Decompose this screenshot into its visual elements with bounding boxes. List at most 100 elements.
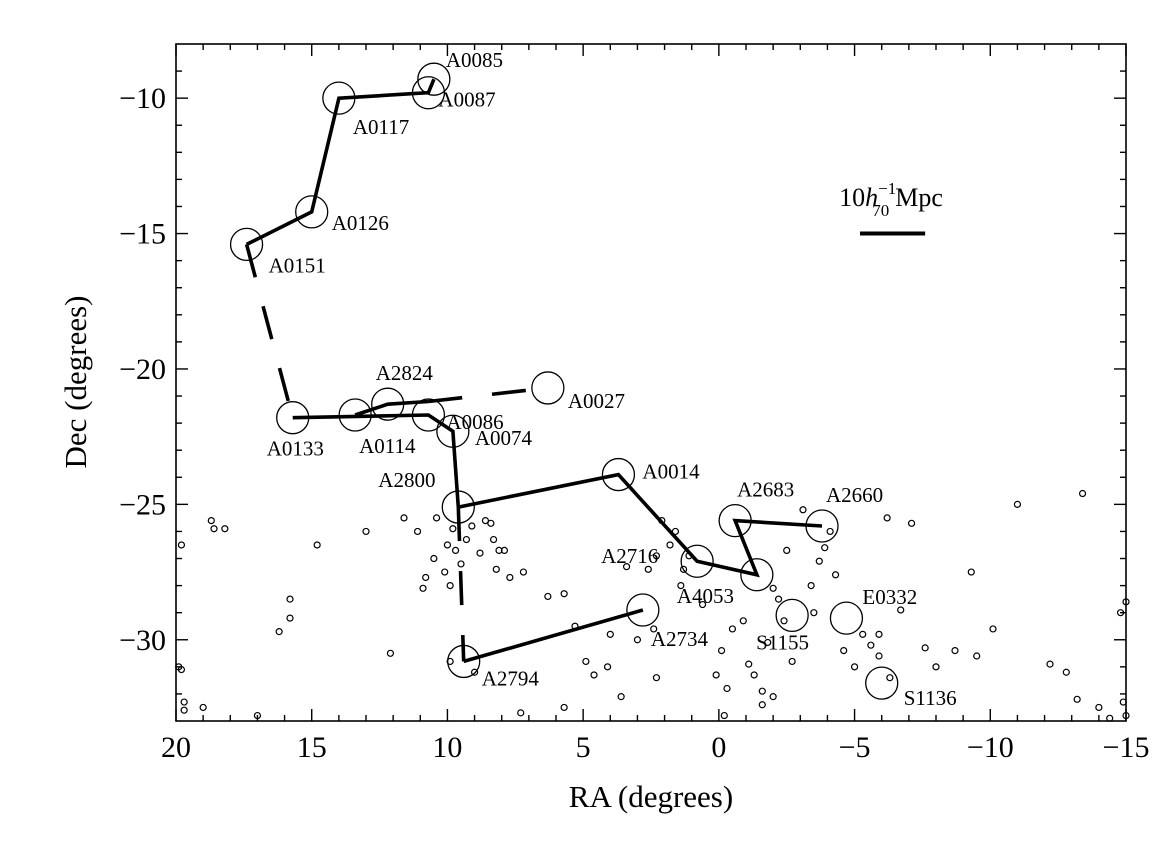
background-galaxy-point bbox=[413, 527, 422, 536]
cluster-circle bbox=[865, 666, 899, 700]
background-galaxy-point bbox=[867, 641, 875, 649]
background-galaxy-point bbox=[519, 568, 528, 576]
cluster-label: A0114 bbox=[359, 434, 416, 458]
scale-bar-prefix: 10 bbox=[839, 183, 865, 212]
background-galaxy-point bbox=[544, 592, 552, 601]
cluster-label: A0074 bbox=[475, 426, 533, 450]
cluster-circle bbox=[411, 398, 446, 432]
background-galaxy-point bbox=[799, 506, 807, 514]
cluster-label: A0027 bbox=[568, 389, 625, 413]
background-galaxy-point bbox=[419, 584, 427, 592]
plot-frame bbox=[175, 43, 1127, 722]
background-galaxy-point bbox=[560, 590, 568, 598]
background-galaxy-point bbox=[652, 552, 661, 560]
cluster-circle bbox=[531, 371, 565, 405]
background-galaxy-point bbox=[875, 652, 883, 660]
background-galaxy-point bbox=[810, 609, 818, 617]
background-galaxy-point bbox=[652, 674, 661, 682]
background-galaxy-point bbox=[875, 630, 883, 638]
cluster-circle bbox=[601, 457, 636, 492]
background-galaxy-point bbox=[489, 535, 498, 544]
scale-bar-unit: Mpc bbox=[895, 183, 943, 212]
background-galaxy-point bbox=[468, 522, 476, 530]
background-galaxy-point bbox=[517, 709, 525, 717]
cluster-circle bbox=[447, 644, 481, 679]
background-galaxy-point bbox=[286, 614, 294, 622]
background-galaxy-point bbox=[582, 657, 590, 666]
background-galaxy-point bbox=[720, 711, 728, 720]
cluster-label: A2824 bbox=[376, 361, 434, 385]
background-galaxy-point bbox=[207, 517, 215, 525]
background-galaxy-point bbox=[769, 584, 777, 592]
background-galaxy-point bbox=[932, 663, 940, 671]
scale-bar: 10h−1 70 Mpc bbox=[839, 179, 943, 236]
cluster-label: A0014 bbox=[642, 460, 700, 484]
cluster-circle bbox=[411, 76, 446, 110]
axes bbox=[175, 43, 1127, 722]
background-galaxy-point bbox=[850, 663, 859, 671]
background-galaxy-point bbox=[199, 703, 207, 712]
background-galaxy-point bbox=[210, 525, 218, 533]
background-galaxy-point bbox=[451, 546, 460, 554]
filament-dashed bbox=[428, 386, 549, 404]
background-galaxy-point bbox=[769, 693, 777, 701]
background-galaxy-point bbox=[313, 541, 321, 549]
background-galaxy-point bbox=[470, 668, 479, 676]
filament-solid bbox=[463, 608, 644, 664]
cluster-label: A0126 bbox=[332, 211, 389, 235]
background-galaxy-point bbox=[457, 560, 465, 568]
background-galaxy-point bbox=[441, 568, 449, 576]
background-galaxy-point bbox=[500, 546, 509, 554]
background-galaxy-point bbox=[831, 571, 840, 579]
cluster-circle bbox=[295, 195, 329, 229]
cluster-label: A2716 bbox=[601, 544, 658, 568]
background-galaxy-point bbox=[422, 573, 430, 582]
cluster-circle bbox=[338, 398, 372, 432]
scale-bar-sub: 70 bbox=[872, 201, 889, 220]
background-galaxy-point bbox=[633, 636, 642, 644]
background-galaxy-point bbox=[446, 581, 454, 590]
cluster-circle bbox=[276, 401, 310, 435]
filament-solid bbox=[245, 78, 436, 247]
background-galaxy-point bbox=[745, 660, 753, 668]
cluster-circle bbox=[417, 62, 451, 96]
cluster-circle bbox=[229, 227, 264, 262]
background-galaxy-point bbox=[679, 565, 688, 573]
cluster-label: S1155 bbox=[756, 630, 809, 654]
background-galaxy-point bbox=[603, 663, 612, 671]
x-tick-label: −10 bbox=[967, 731, 1014, 764]
scale-bar-h: h bbox=[865, 183, 878, 212]
background-galaxy-point bbox=[973, 652, 981, 660]
background-galaxy-point bbox=[180, 706, 188, 714]
background-galaxy-point bbox=[432, 514, 441, 522]
cluster-label: A0087 bbox=[438, 88, 495, 112]
filament-solid bbox=[354, 399, 429, 417]
y-tick-label: −30 bbox=[119, 624, 166, 657]
background-galaxy-point bbox=[886, 674, 894, 682]
cluster-circle bbox=[441, 490, 475, 524]
cluster-label: S1136 bbox=[904, 686, 957, 710]
cluster-circle bbox=[775, 598, 809, 633]
background-galaxy-point bbox=[622, 563, 631, 571]
x-tick-label: 5 bbox=[576, 731, 591, 764]
background-galaxy-point bbox=[780, 617, 788, 625]
y-tick-label: −15 bbox=[119, 218, 166, 251]
x-tick-label: 10 bbox=[432, 731, 462, 764]
background-galaxy-point bbox=[883, 514, 891, 522]
x-ticks: 20 15 10 5 0 −5 −10 −15 bbox=[161, 44, 1149, 764]
background-galaxy-point bbox=[897, 606, 905, 614]
background-galaxy-point bbox=[666, 541, 674, 549]
y-tick-label: −20 bbox=[119, 353, 166, 386]
background-galaxy-point bbox=[677, 581, 685, 590]
background-galaxy-point bbox=[617, 693, 625, 701]
cluster-circle bbox=[626, 593, 660, 627]
background-galaxy-point bbox=[807, 581, 815, 590]
filament-dashed bbox=[456, 507, 466, 662]
cluster-label: A0086 bbox=[446, 410, 503, 434]
cluster-circle bbox=[322, 81, 356, 115]
background-galaxy-point bbox=[487, 519, 495, 527]
background-galaxy-point bbox=[783, 546, 791, 554]
background-galaxy-point bbox=[606, 630, 614, 638]
background-galaxy-point bbox=[506, 573, 514, 582]
background-galaxy-point bbox=[286, 595, 294, 603]
